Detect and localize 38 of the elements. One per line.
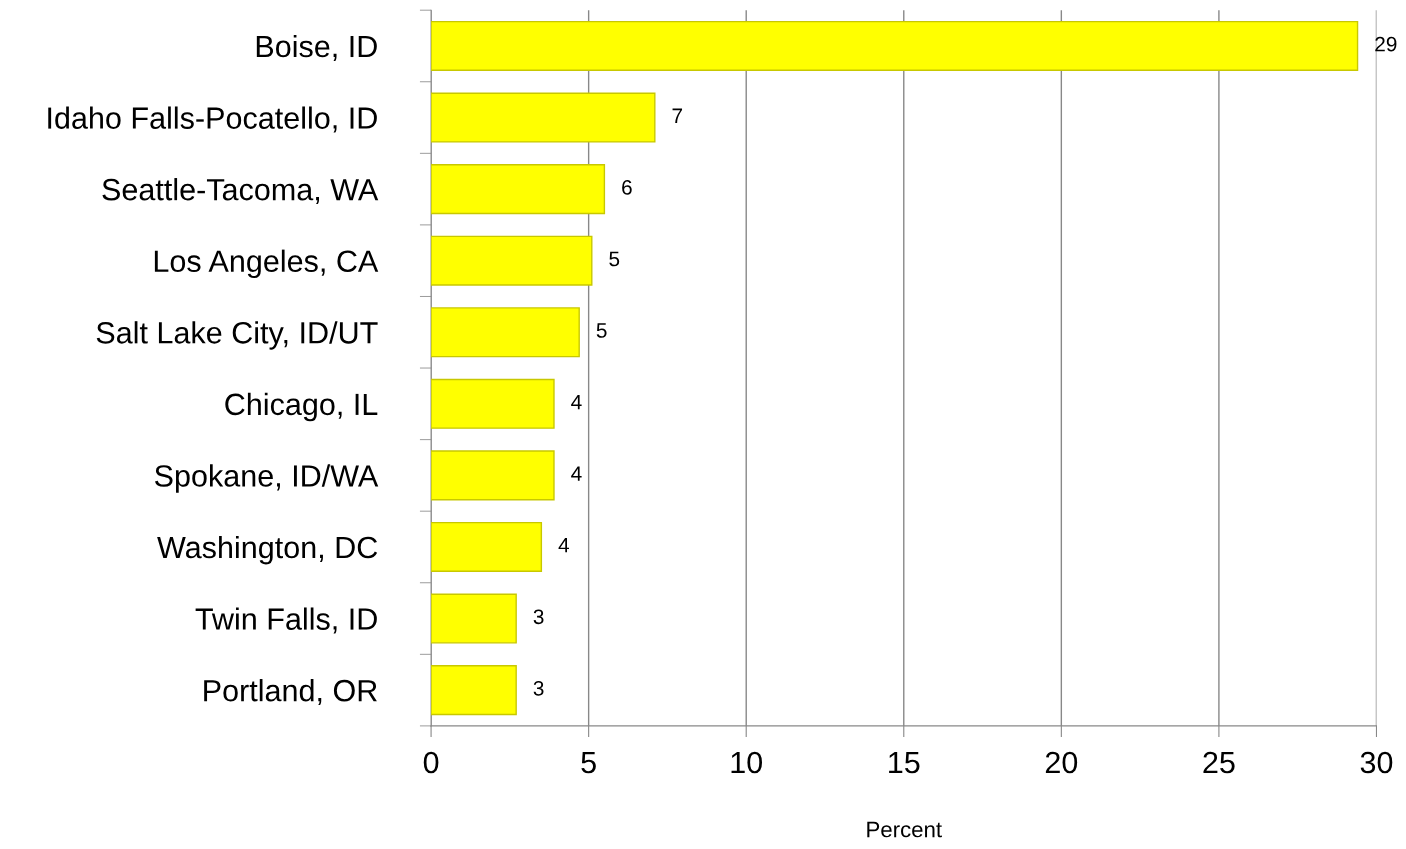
y-tick-label: Los Angeles, CA: [154, 249, 379, 279]
bar: [431, 164, 606, 215]
x-tick-label: 15: [889, 752, 920, 774]
x-tick-label: 20: [1045, 751, 1078, 774]
data-label: 5: [596, 323, 607, 338]
bar: [431, 92, 656, 143]
x-tick-label: 0: [423, 751, 439, 774]
data-label: 4: [571, 394, 582, 410]
x-tick-label: 5: [581, 752, 596, 774]
y-tick-label: Spokane, ID/WA: [154, 464, 379, 493]
data-label: 3: [533, 680, 544, 696]
x-tick-label: 30: [1360, 751, 1393, 774]
y-tick-label: Portland, OR: [204, 679, 377, 706]
y-tick-label: Chicago, IL: [225, 392, 378, 422]
data-label: 3: [533, 609, 544, 625]
bar: [431, 307, 580, 358]
y-tick-label: Washington, DC: [157, 535, 378, 565]
data-label: 4: [558, 538, 570, 553]
data-label: 5: [609, 251, 620, 267]
x-tick-label: 10: [731, 751, 763, 774]
data-label: 29: [1375, 36, 1397, 52]
bar: [431, 450, 555, 501]
bar: [431, 521, 543, 572]
bar: [431, 235, 593, 286]
y-tick-label: Boise, ID: [256, 34, 377, 61]
x-axis-title: Percent: [867, 821, 942, 838]
y-tick-label: Twin Falls, ID: [195, 607, 377, 634]
bar: [431, 593, 517, 644]
bar: [431, 665, 517, 716]
data-label: 4: [571, 466, 582, 481]
y-tick-label: Seattle-Tacoma, WA: [102, 178, 379, 205]
data-label: 7: [672, 108, 683, 123]
y-tick-label: Salt Lake City, ID/UT: [96, 321, 378, 350]
bar: [431, 20, 1359, 72]
x-tick-label: 25: [1203, 751, 1235, 774]
bar: [431, 378, 555, 429]
y-tick-label: Idaho Falls-Pocatello, ID: [48, 106, 377, 133]
data-label: 6: [622, 179, 632, 195]
